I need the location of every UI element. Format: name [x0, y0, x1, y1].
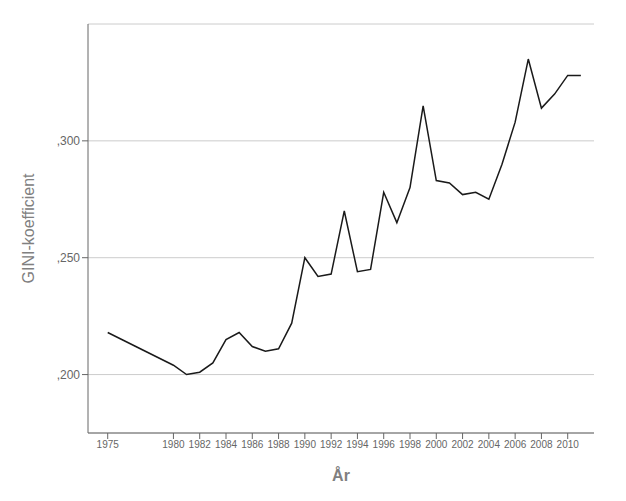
svg-text:2004: 2004 — [478, 439, 501, 450]
svg-text:1998: 1998 — [399, 439, 422, 450]
svg-text:1975: 1975 — [97, 439, 120, 450]
svg-text:1984: 1984 — [215, 439, 238, 450]
svg-text:2008: 2008 — [530, 439, 553, 450]
svg-text:2002: 2002 — [451, 439, 474, 450]
svg-text:2010: 2010 — [557, 439, 580, 450]
svg-text:2006: 2006 — [504, 439, 527, 450]
svg-text:,300: ,300 — [57, 134, 81, 148]
svg-text:1994: 1994 — [346, 439, 369, 450]
svg-text:1990: 1990 — [294, 439, 317, 450]
svg-text:1996: 1996 — [373, 439, 396, 450]
svg-text:GINI-koefficient: GINI-koefficient — [20, 173, 37, 284]
svg-text:2000: 2000 — [425, 439, 448, 450]
svg-text:1992: 1992 — [320, 439, 343, 450]
svg-text:,250: ,250 — [57, 251, 81, 265]
svg-text:1982: 1982 — [189, 439, 212, 450]
svg-text:1980: 1980 — [162, 439, 185, 450]
svg-text:År: År — [332, 466, 350, 484]
svg-text:,200: ,200 — [57, 368, 81, 382]
svg-text:1988: 1988 — [267, 439, 290, 450]
svg-text:1986: 1986 — [241, 439, 264, 450]
